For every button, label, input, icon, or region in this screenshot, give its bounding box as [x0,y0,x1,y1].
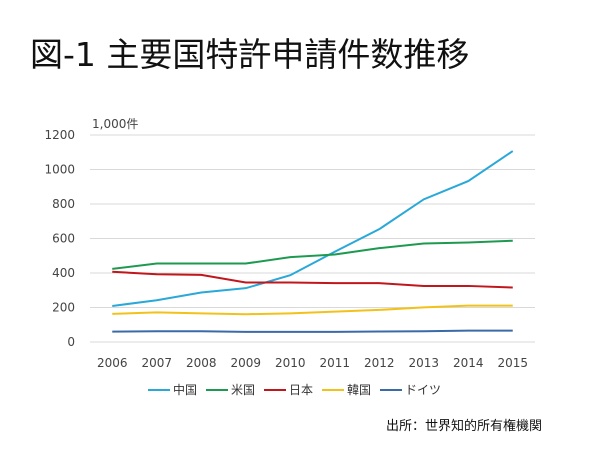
x-tick-label: 2011 [319,356,350,370]
x-tick-label: 2006 [97,356,128,370]
y-tick-label: 200 [52,301,75,315]
x-tick-label: 2015 [497,356,528,370]
y-tick-label: 1000 [44,163,75,177]
legend-label: 日本 [289,383,313,397]
y-tick-label: 400 [52,266,75,280]
series-line-2 [112,270,513,289]
series-line-0 [112,150,514,307]
legend-label: 韓国 [347,383,371,397]
legend-label: 米国 [231,383,255,397]
x-tick-label: 2010 [275,356,306,370]
x-tick-label: 2014 [453,356,484,370]
chart-title: 図-1 主要国特許申請件数推移 [30,35,470,74]
y-tick-label: 0 [67,335,75,349]
series-line-4 [112,329,513,333]
series-line-1 [112,239,513,270]
source-note: 出所：世界知的所有権機関 [385,419,542,434]
legend-label: 中国 [173,382,197,397]
y-tick-label: 800 [52,197,75,211]
x-tick-label: 2008 [186,356,217,370]
y-tick-label: 600 [52,232,75,246]
y-axis-unit-label: 1,000件 [92,117,138,131]
series-line-3 [112,304,513,316]
x-tick-label: 2009 [230,356,261,370]
legend-label: ドイツ [405,383,441,397]
x-tick-label: 2007 [141,356,172,370]
x-tick-label: 2012 [364,356,395,370]
y-tick-label: 1200 [44,128,75,142]
x-tick-label: 2013 [408,356,439,370]
